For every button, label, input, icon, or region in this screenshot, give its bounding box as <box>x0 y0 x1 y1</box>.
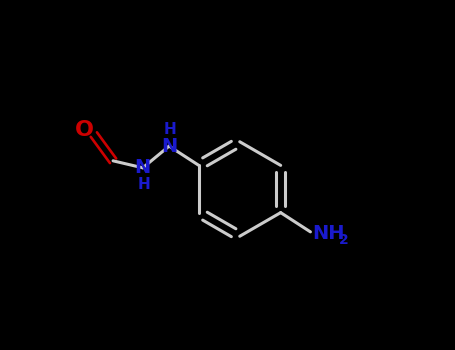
Text: H: H <box>164 122 177 137</box>
Text: N: N <box>161 136 177 156</box>
Text: 2: 2 <box>339 233 349 246</box>
Text: NH: NH <box>312 224 345 243</box>
Text: H: H <box>137 177 150 192</box>
Text: O: O <box>75 120 94 140</box>
Text: N: N <box>135 158 151 177</box>
